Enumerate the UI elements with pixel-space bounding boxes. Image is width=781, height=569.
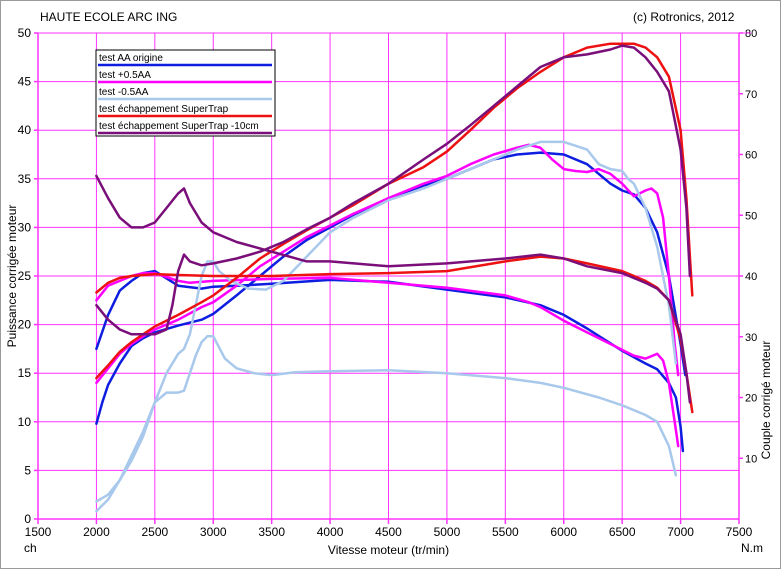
y-left-tick-label: 10 — [18, 415, 32, 429]
y-right-tick-label: 10 — [745, 453, 757, 465]
x-tick-label: 7000 — [667, 525, 694, 539]
x-tick-label: 1500 — [25, 525, 52, 539]
y-right-tick-label: 50 — [745, 210, 757, 222]
torque-curve-2 — [95, 271, 680, 448]
y-left-tick-label: 20 — [18, 318, 32, 332]
y-left-tick-label: 25 — [18, 269, 32, 283]
power-curve-5 — [95, 44, 692, 336]
axes: 1500 2000 2500 3000 3500 4000 4500 5000 5500 6000… — [5, 26, 773, 557]
y-right-tick-label: 70 — [745, 89, 757, 101]
y-right-tick-label: 40 — [745, 271, 757, 283]
institution-label: HAUTE ECOLE ARC ING — [40, 10, 178, 24]
y-right-tick-label: 80 — [745, 28, 757, 40]
x-axis-title: Vitesse moteur (tr/min) — [328, 543, 449, 557]
y-left-tick-label: 5 — [24, 463, 31, 477]
torque-curve-1 — [95, 269, 685, 453]
legend-label-5: test échappement SuperTrap -10cm — [99, 121, 259, 132]
y-right-axis-title: Couple corrigé moteur — [759, 341, 773, 460]
x-unit-left: ch — [24, 541, 37, 555]
y-right-tick-label: 60 — [745, 150, 757, 162]
y-left-tick-label: 0 — [24, 512, 31, 526]
x-tick-label: 7500 — [726, 525, 753, 539]
legend-label-1: test AA origine — [99, 53, 163, 64]
x-tick-label: 6500 — [609, 525, 636, 539]
power-curve-3 — [95, 140, 678, 503]
x-tick-label: 4500 — [375, 525, 402, 539]
torque-curve-3 — [95, 335, 678, 513]
x-tick-label: 3500 — [258, 525, 285, 539]
torque-curve-5 — [95, 174, 692, 404]
x-unit-right: N.m — [741, 541, 763, 555]
power-curve-4 — [95, 42, 694, 380]
y-right-tick-label: 30 — [745, 332, 757, 344]
y-left-tick-label: 50 — [18, 26, 32, 40]
y-left-tick-label: 35 — [18, 172, 32, 186]
y-left-tick-label: 45 — [18, 75, 32, 89]
y-left-tick-label: 30 — [18, 220, 32, 234]
y-left-tick-label: 40 — [18, 123, 32, 137]
y-right-tick-label: 20 — [745, 393, 757, 405]
copyright-label: (c) Rotronics, 2012 — [633, 10, 735, 24]
x-tick-label: 2500 — [141, 525, 168, 539]
x-tick-label: 4000 — [317, 525, 344, 539]
y-left-tick-label: 15 — [18, 366, 32, 380]
x-tick-label: 3000 — [200, 525, 227, 539]
legend: test AA origine test +0.5AA test -0.5AA tes… — [95, 49, 276, 137]
y-left-axis-title: Puissance corrigée moteur — [5, 205, 19, 348]
legend-label-3: test -0.5AA — [99, 87, 149, 98]
x-tick-label: 2000 — [83, 525, 110, 539]
x-tick-label: 5000 — [434, 525, 461, 539]
x-tick-label: 6000 — [550, 525, 577, 539]
x-tick-label: 5500 — [492, 525, 519, 539]
power-curve-2 — [95, 143, 680, 385]
legend-label-2: test +0.5AA — [99, 70, 151, 81]
series-layer — [95, 42, 694, 513]
legend-label-4: test échappement SuperTrap — [99, 104, 229, 115]
